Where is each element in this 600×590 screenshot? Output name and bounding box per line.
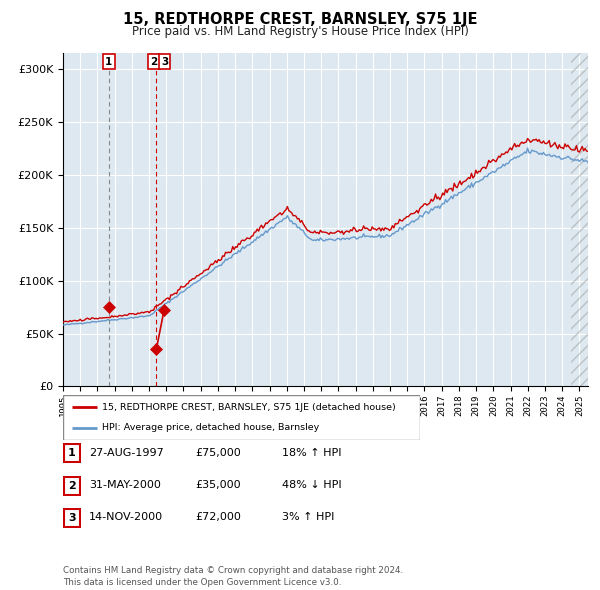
Text: 2: 2 (68, 481, 76, 490)
FancyBboxPatch shape (64, 444, 80, 462)
Text: 3: 3 (161, 57, 168, 67)
Text: Price paid vs. HM Land Registry's House Price Index (HPI): Price paid vs. HM Land Registry's House … (131, 25, 469, 38)
Text: 27-AUG-1997: 27-AUG-1997 (89, 448, 164, 457)
Text: HPI: Average price, detached house, Barnsley: HPI: Average price, detached house, Barn… (102, 423, 320, 432)
Text: Contains HM Land Registry data © Crown copyright and database right 2024.
This d: Contains HM Land Registry data © Crown c… (63, 566, 403, 587)
Text: 2: 2 (151, 57, 158, 67)
Text: £72,000: £72,000 (195, 513, 241, 522)
Text: 3: 3 (68, 513, 76, 523)
Text: 14-NOV-2000: 14-NOV-2000 (89, 513, 163, 522)
FancyBboxPatch shape (64, 477, 80, 494)
Text: 18% ↑ HPI: 18% ↑ HPI (282, 448, 341, 457)
Text: 3% ↑ HPI: 3% ↑ HPI (282, 513, 334, 522)
Text: 31-MAY-2000: 31-MAY-2000 (89, 480, 161, 490)
Text: £75,000: £75,000 (195, 448, 241, 457)
Text: 15, REDTHORPE CREST, BARNSLEY, S75 1JE (detached house): 15, REDTHORPE CREST, BARNSLEY, S75 1JE (… (102, 403, 396, 412)
Text: 1: 1 (105, 57, 112, 67)
Text: 15, REDTHORPE CREST, BARNSLEY, S75 1JE: 15, REDTHORPE CREST, BARNSLEY, S75 1JE (123, 12, 477, 27)
Text: 48% ↓ HPI: 48% ↓ HPI (282, 480, 341, 490)
Text: £35,000: £35,000 (195, 480, 241, 490)
Text: 1: 1 (68, 448, 76, 458)
FancyBboxPatch shape (63, 395, 420, 440)
FancyBboxPatch shape (64, 509, 80, 527)
